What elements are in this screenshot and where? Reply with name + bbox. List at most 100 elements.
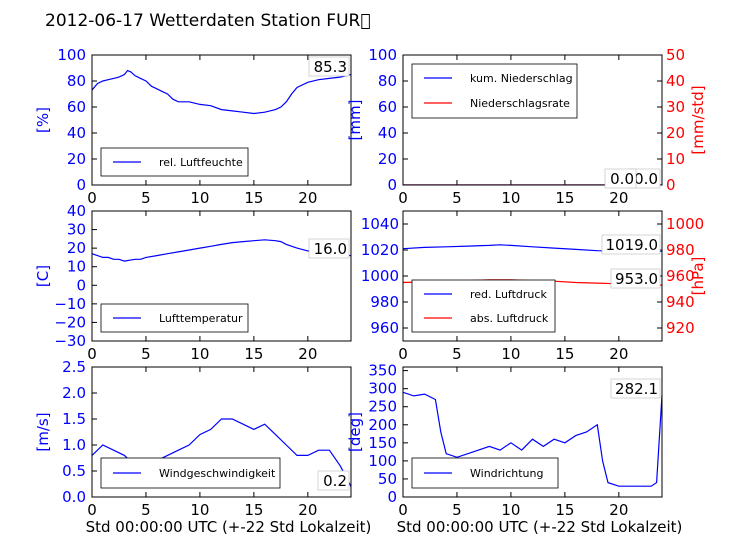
- y-tick-label: 40: [67, 202, 86, 220]
- y-tick-label: 2.5: [62, 358, 86, 376]
- current-value: 85.3: [308, 56, 350, 77]
- x-tick-label: 20: [609, 189, 628, 207]
- x-axis-label: Std 00:00:00 UTC (+-22 Std Lokalzeit): [86, 518, 372, 536]
- panel-humidity: 0 5 10 15 20 0 20 40 60 80 100 [%] rel. Luftfeuchte 8…: [34, 46, 352, 207]
- y-tick-label: 80: [378, 72, 397, 90]
- plot-frame: [91, 366, 352, 498]
- figure-title: 2012-06-17 Wetterdaten Station FUR : [45, 11, 371, 31]
- current-value: 0.0: [628, 168, 661, 189]
- x-tick-label: 0: [398, 345, 408, 363]
- legend: Windgeschwindigkeit: [100, 457, 281, 489]
- x-tick-label: 5: [452, 345, 462, 363]
- legend-box: [411, 63, 578, 119]
- x-tick-label: 0: [87, 345, 97, 363]
- y-tick-label: 80: [67, 72, 86, 90]
- x-tick-label: 5: [141, 501, 151, 519]
- y-axis-label: [m/s]: [34, 412, 52, 451]
- legend: kum. Niederschlag Niederschlagsrate: [411, 63, 578, 119]
- y-tick-label: 0: [76, 276, 86, 294]
- x-tick-label: 10: [501, 189, 520, 207]
- current-value: 16.0: [308, 238, 350, 259]
- y-tick-label: 100: [57, 46, 86, 64]
- legend-label: Niederschlagsrate: [470, 97, 570, 110]
- y-tick-label: 20: [67, 150, 86, 168]
- x-axis-label: Std 00:00:00 UTC (+-22 Std Lokalzeit): [397, 518, 683, 536]
- plot-frame: [91, 210, 352, 342]
- x-tick-label: 5: [141, 345, 151, 363]
- y-tick-label: 0: [387, 176, 397, 194]
- panel-precipitation: 0 5 10 15 20 0 20 40 60 80 100 0 10 20 30 40 50 [mm] [mm/s…: [346, 46, 707, 207]
- x-tick-label: 10: [501, 345, 520, 363]
- current-value-box: [601, 234, 661, 255]
- x-tick-label: 20: [298, 189, 317, 207]
- x-tick-label: 10: [190, 501, 209, 519]
- y-tick-label: −10: [54, 295, 86, 313]
- y-right-tick-label: 10: [666, 150, 685, 168]
- current-value: 0.0: [604, 168, 637, 189]
- current-value-box: [604, 168, 637, 189]
- x-tick-label: 15: [555, 345, 574, 363]
- series-line-rel-luftfeuchte: [92, 69, 351, 115]
- current-value-box: [308, 56, 350, 77]
- legend-label: red. Luftdruck: [470, 288, 547, 301]
- y-right-tick-label: 920: [666, 319, 695, 337]
- x-tick-label: 20: [609, 501, 628, 519]
- y-tick-label: 2.0: [62, 384, 86, 402]
- y-tick-label: 200: [368, 416, 397, 434]
- series-line-lufttemperatur: [92, 239, 351, 262]
- x-tick-label: 20: [609, 345, 628, 363]
- y-right-tick-label: 20: [666, 124, 685, 142]
- legend: Lufttemperatur: [100, 303, 249, 333]
- legend-label: rel. Luftfeuchte: [159, 156, 243, 169]
- y-right-axis-label: [mm/std]: [689, 85, 707, 154]
- y-tick-label: 0: [387, 488, 397, 506]
- plot-frame: [402, 210, 663, 342]
- y-tick-label: 40: [67, 124, 86, 142]
- y-tick-label: 1040: [361, 215, 399, 233]
- y-tick-label: 1.0: [62, 436, 86, 454]
- x-tick-label: 5: [452, 501, 462, 519]
- y-right-tick-label: 0: [666, 176, 676, 194]
- legend: red. Luftdruck abs. Luftdruck: [411, 279, 556, 333]
- y-tick-label: 350: [368, 362, 397, 380]
- x-tick-label: 5: [141, 189, 151, 207]
- current-value-text: 953.0: [615, 270, 658, 288]
- y-tick-label: 0.0: [62, 488, 86, 506]
- x-tick-label: 20: [298, 501, 317, 519]
- y-right-tick-label: 30: [666, 98, 685, 116]
- y-axis-label: [mm]: [346, 100, 364, 141]
- x-tick-label: 0: [398, 189, 408, 207]
- x-tick-label: 15: [244, 345, 263, 363]
- y-tick-label: −20: [54, 313, 86, 331]
- current-value: 0.2: [317, 470, 350, 491]
- legend: Windrichtung: [411, 457, 559, 489]
- current-value-text: 0.0: [634, 170, 658, 188]
- current-value: 953.0: [610, 268, 661, 289]
- x-tick-label: 0: [398, 501, 408, 519]
- y-right-tick-label: 940: [666, 293, 695, 311]
- y-tick-label: 1.5: [62, 410, 86, 428]
- y-right-tick-label: 50: [666, 46, 685, 64]
- y-tick-label: 1000: [361, 267, 399, 285]
- y-axis-label: [deg]: [346, 412, 364, 452]
- current-value-text: 282.1: [615, 380, 658, 398]
- y-tick-label: 60: [67, 98, 86, 116]
- y-tick-label: 980: [370, 293, 399, 311]
- y-tick-label: 20: [67, 239, 86, 257]
- x-tick-label: 10: [190, 345, 209, 363]
- y-tick-label: 100: [368, 452, 397, 470]
- legend-label: kum. Niederschlag: [470, 72, 573, 85]
- y-tick-label: 150: [368, 434, 397, 452]
- x-tick-label: 0: [87, 501, 97, 519]
- x-tick-label: 10: [501, 501, 520, 519]
- legend-label: Windgeschwindigkeit: [159, 467, 276, 480]
- y-right-tick-label: 1000: [666, 215, 704, 233]
- current-value-text: 16.0: [314, 240, 347, 258]
- y-axis-label: [C]: [34, 265, 52, 287]
- y-tick-label: 960: [370, 319, 399, 337]
- panel-windspeed: 0 5 10 15 20 0.0 0.5 1.0 1.5 2.0 2.5 [m/s] Std 00:00…: [34, 358, 371, 536]
- current-value-text: 1019.0: [606, 236, 659, 254]
- y-tick-label: 300: [368, 380, 397, 398]
